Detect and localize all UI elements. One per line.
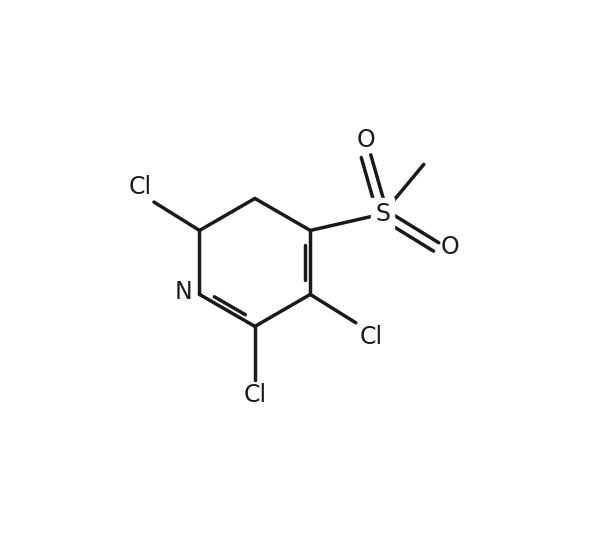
Text: S: S: [375, 202, 390, 226]
Text: Cl: Cl: [244, 383, 267, 407]
Text: O: O: [356, 128, 375, 152]
Text: O: O: [440, 235, 459, 259]
Text: N: N: [174, 280, 192, 304]
Text: Cl: Cl: [129, 175, 152, 199]
Text: Cl: Cl: [359, 325, 383, 349]
